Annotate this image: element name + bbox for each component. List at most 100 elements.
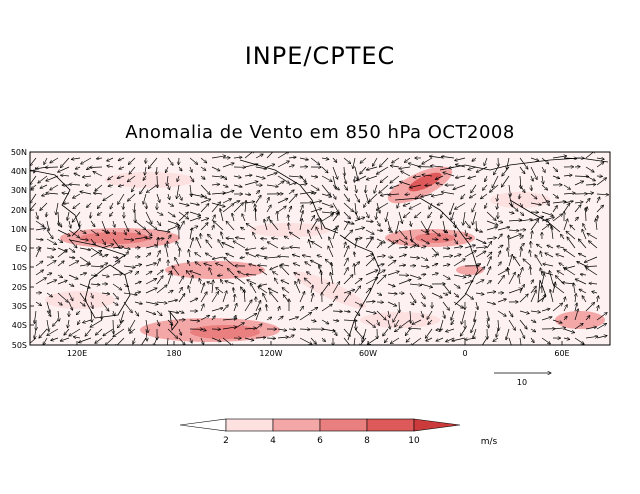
wind-vector (354, 328, 364, 339)
wind-vector (563, 338, 570, 340)
lon-label: 120W (259, 349, 282, 358)
coast-africa (394, 197, 479, 306)
wind-vector (189, 249, 191, 258)
wind-vector (61, 175, 70, 176)
wind-vector (376, 264, 384, 266)
wind-vector (35, 261, 43, 267)
lon-label: 60E (554, 349, 569, 358)
wind-vector (50, 157, 59, 163)
wind-vector (222, 204, 234, 213)
wind-vector (130, 328, 136, 333)
wind-vector (563, 175, 572, 176)
wind-vector (461, 193, 466, 199)
wind-vector (176, 241, 180, 249)
wind-vector (388, 194, 400, 195)
lat-label: 30N (11, 186, 27, 195)
wind-vector (541, 224, 549, 231)
wind-vector (486, 257, 491, 267)
wind-vector (471, 184, 477, 193)
wind-vector (343, 221, 349, 231)
wind-vector (299, 205, 303, 213)
wind-vector (596, 197, 600, 204)
wind-vector (475, 238, 486, 244)
wind-vector (46, 310, 51, 317)
wind-vector (310, 307, 318, 312)
wind-vector (332, 296, 337, 303)
wind-vector (428, 319, 433, 324)
wind-vector (91, 301, 93, 309)
wind-vector (310, 184, 319, 190)
wind-vector (519, 157, 528, 169)
wind-vector (541, 184, 548, 190)
wind-vector (68, 257, 75, 258)
wind-vector (343, 157, 351, 164)
wind-vector (541, 273, 544, 285)
wind-vector (81, 157, 92, 164)
wind-vector (563, 184, 571, 190)
wind-vector (321, 212, 334, 213)
wind-vector (267, 242, 279, 249)
wind-vector (60, 337, 70, 341)
wind-vector (259, 269, 268, 276)
wind-vector (475, 280, 484, 285)
wind-vector (487, 319, 489, 328)
wind-vector (332, 166, 338, 179)
wind-vector (134, 271, 139, 276)
wind-vector (508, 288, 522, 294)
wind-vector (43, 337, 48, 345)
wind-vector (299, 175, 306, 182)
wind-vector (469, 193, 477, 198)
wind-vector (178, 287, 182, 294)
wind-vector (508, 234, 521, 240)
wind-vector (473, 328, 477, 339)
wind-vector (69, 328, 81, 336)
wind-vector (246, 253, 257, 258)
wind-vector (321, 283, 330, 294)
wind-vector (255, 337, 266, 338)
wind-vector (244, 152, 254, 159)
wind-vector (101, 263, 108, 267)
wind-vector (112, 238, 120, 249)
wind-vector (299, 184, 307, 185)
wind-vector (90, 266, 103, 267)
wind-vector (110, 202, 114, 209)
wind-vector (366, 184, 367, 193)
wind-vector (451, 310, 455, 320)
wind-vector (530, 320, 536, 322)
wind-vector (421, 193, 433, 197)
wind-vector (585, 302, 595, 312)
wind-vector (354, 286, 361, 294)
lat-label: 30S (12, 302, 27, 311)
wind-vector (508, 202, 518, 211)
wind-vector (305, 262, 312, 267)
wind-vector (549, 271, 554, 285)
wind-vector (365, 258, 375, 267)
wind-vector (449, 167, 455, 168)
wind-vector (68, 284, 74, 286)
wind-vector (519, 193, 520, 199)
wind-vector (343, 267, 348, 276)
wind-vector (30, 202, 37, 212)
wind-vector (453, 292, 459, 297)
wind-vector (134, 282, 141, 285)
wind-vector (409, 257, 420, 258)
wind-vector (270, 265, 279, 270)
wind-vector (266, 164, 275, 168)
wind-vector (509, 235, 510, 249)
wind-vector (234, 294, 235, 303)
wind-vector (310, 337, 316, 344)
wind-vector (134, 302, 142, 304)
wind-vector (167, 211, 175, 217)
wind-vector (360, 166, 367, 174)
wind-vector (200, 292, 207, 303)
wind-vector (90, 284, 100, 285)
wind-vector (387, 301, 397, 306)
wind-vector (110, 211, 114, 216)
wind-vector (172, 266, 180, 276)
wind-vector (103, 193, 114, 201)
wind-vector (35, 278, 46, 285)
wind-vector (431, 255, 437, 258)
wind-vector (156, 302, 167, 303)
wind-vector (552, 328, 566, 329)
wind-vector (493, 337, 499, 342)
